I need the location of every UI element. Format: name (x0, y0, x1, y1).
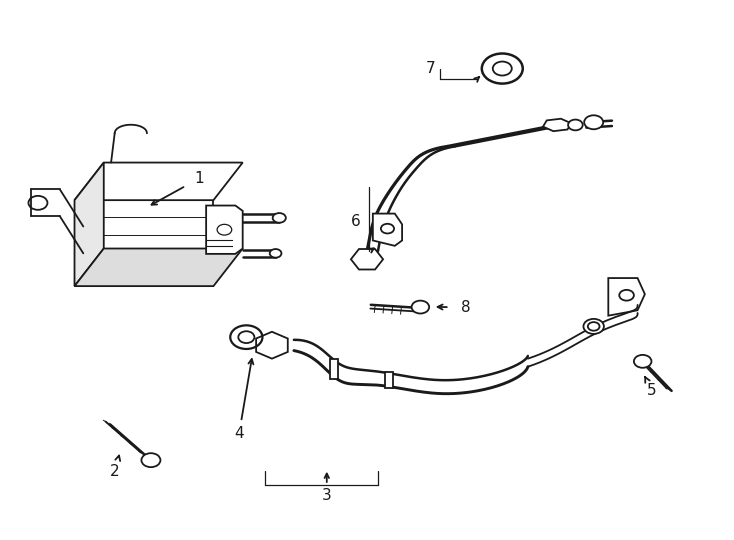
Circle shape (412, 301, 429, 314)
Text: 2: 2 (110, 464, 120, 479)
Polygon shape (543, 119, 571, 131)
Circle shape (142, 453, 161, 467)
Text: 4: 4 (234, 427, 244, 441)
Text: 8: 8 (461, 300, 470, 315)
Polygon shape (206, 206, 243, 254)
Polygon shape (351, 249, 383, 269)
Circle shape (270, 249, 281, 258)
Bar (330, 359, 338, 379)
Circle shape (272, 213, 286, 222)
Text: 5: 5 (647, 383, 657, 399)
Polygon shape (256, 332, 288, 359)
Circle shape (568, 119, 583, 130)
Polygon shape (75, 163, 103, 286)
Polygon shape (75, 200, 214, 286)
Polygon shape (608, 278, 645, 316)
Text: 6: 6 (351, 214, 361, 229)
Text: 1: 1 (194, 171, 203, 186)
Circle shape (634, 355, 652, 368)
Polygon shape (373, 214, 402, 246)
Text: 7: 7 (426, 61, 435, 76)
Polygon shape (75, 248, 243, 286)
Circle shape (584, 115, 603, 129)
Text: 3: 3 (322, 488, 332, 503)
Polygon shape (75, 163, 243, 200)
Circle shape (584, 319, 604, 334)
Bar (385, 372, 393, 388)
